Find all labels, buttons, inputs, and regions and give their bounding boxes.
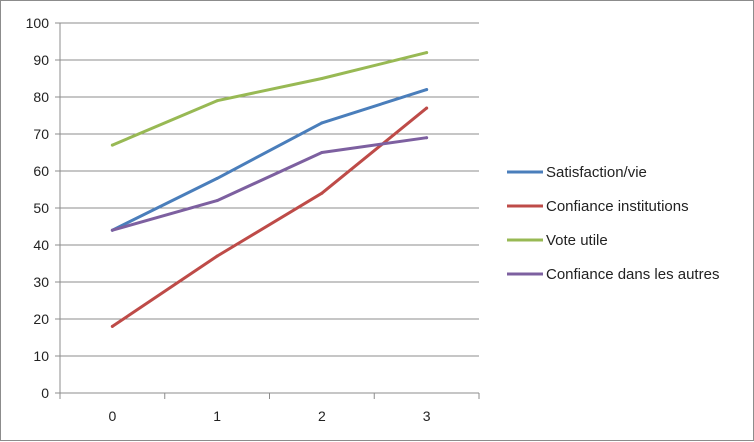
legend-label: Vote utile xyxy=(546,232,608,249)
data-point xyxy=(320,151,324,154)
x-tick-label: 2 xyxy=(318,408,326,424)
y-tick-label: 0 xyxy=(41,385,49,401)
y-tick-label: 50 xyxy=(33,200,49,216)
data-point xyxy=(215,199,219,203)
y-tick-label: 40 xyxy=(33,237,49,253)
series-line-3 xyxy=(110,136,429,232)
data-point xyxy=(425,106,429,110)
legend: Satisfaction/vie Confiance institutions Vo… xyxy=(507,164,719,283)
data-point xyxy=(425,51,429,55)
data-point xyxy=(425,88,429,92)
data-point xyxy=(110,143,114,147)
data-point xyxy=(110,228,114,232)
gridlines xyxy=(60,22,479,357)
legend-label: Satisfaction/vie xyxy=(546,164,647,181)
y-tick-label: 80 xyxy=(33,89,49,105)
axes xyxy=(55,22,480,399)
x-tick-label: 1 xyxy=(213,408,221,424)
y-axis-tick-labels: 0 10 20 30 40 50 60 70 80 90 100 xyxy=(26,15,50,401)
series-line-1 xyxy=(110,106,429,328)
data-point xyxy=(425,136,429,140)
x-tick-label: 3 xyxy=(423,408,431,424)
legend-label: Confiance institutions xyxy=(546,198,689,215)
y-tick-label: 30 xyxy=(33,274,49,290)
y-tick-label: 90 xyxy=(33,52,49,68)
y-tick-label: 10 xyxy=(33,348,49,364)
series-line-0 xyxy=(110,88,429,232)
y-tick-label: 60 xyxy=(33,163,49,179)
data-point xyxy=(110,324,114,328)
x-axis-tick-labels: 0 1 2 3 xyxy=(108,408,430,424)
data-point xyxy=(320,191,324,195)
series-line-2 xyxy=(110,51,429,147)
y-tick-label: 20 xyxy=(33,311,49,327)
data-point xyxy=(215,99,219,103)
data-point xyxy=(215,254,219,258)
y-tick-label: 100 xyxy=(26,15,50,31)
x-tick-label: 0 xyxy=(108,408,116,424)
series-lines xyxy=(110,51,429,328)
data-point xyxy=(215,176,219,180)
legend-label: Confiance dans les autres xyxy=(546,266,719,283)
data-point xyxy=(320,121,324,125)
data-point xyxy=(320,77,324,80)
y-tick-label: 70 xyxy=(33,126,49,142)
